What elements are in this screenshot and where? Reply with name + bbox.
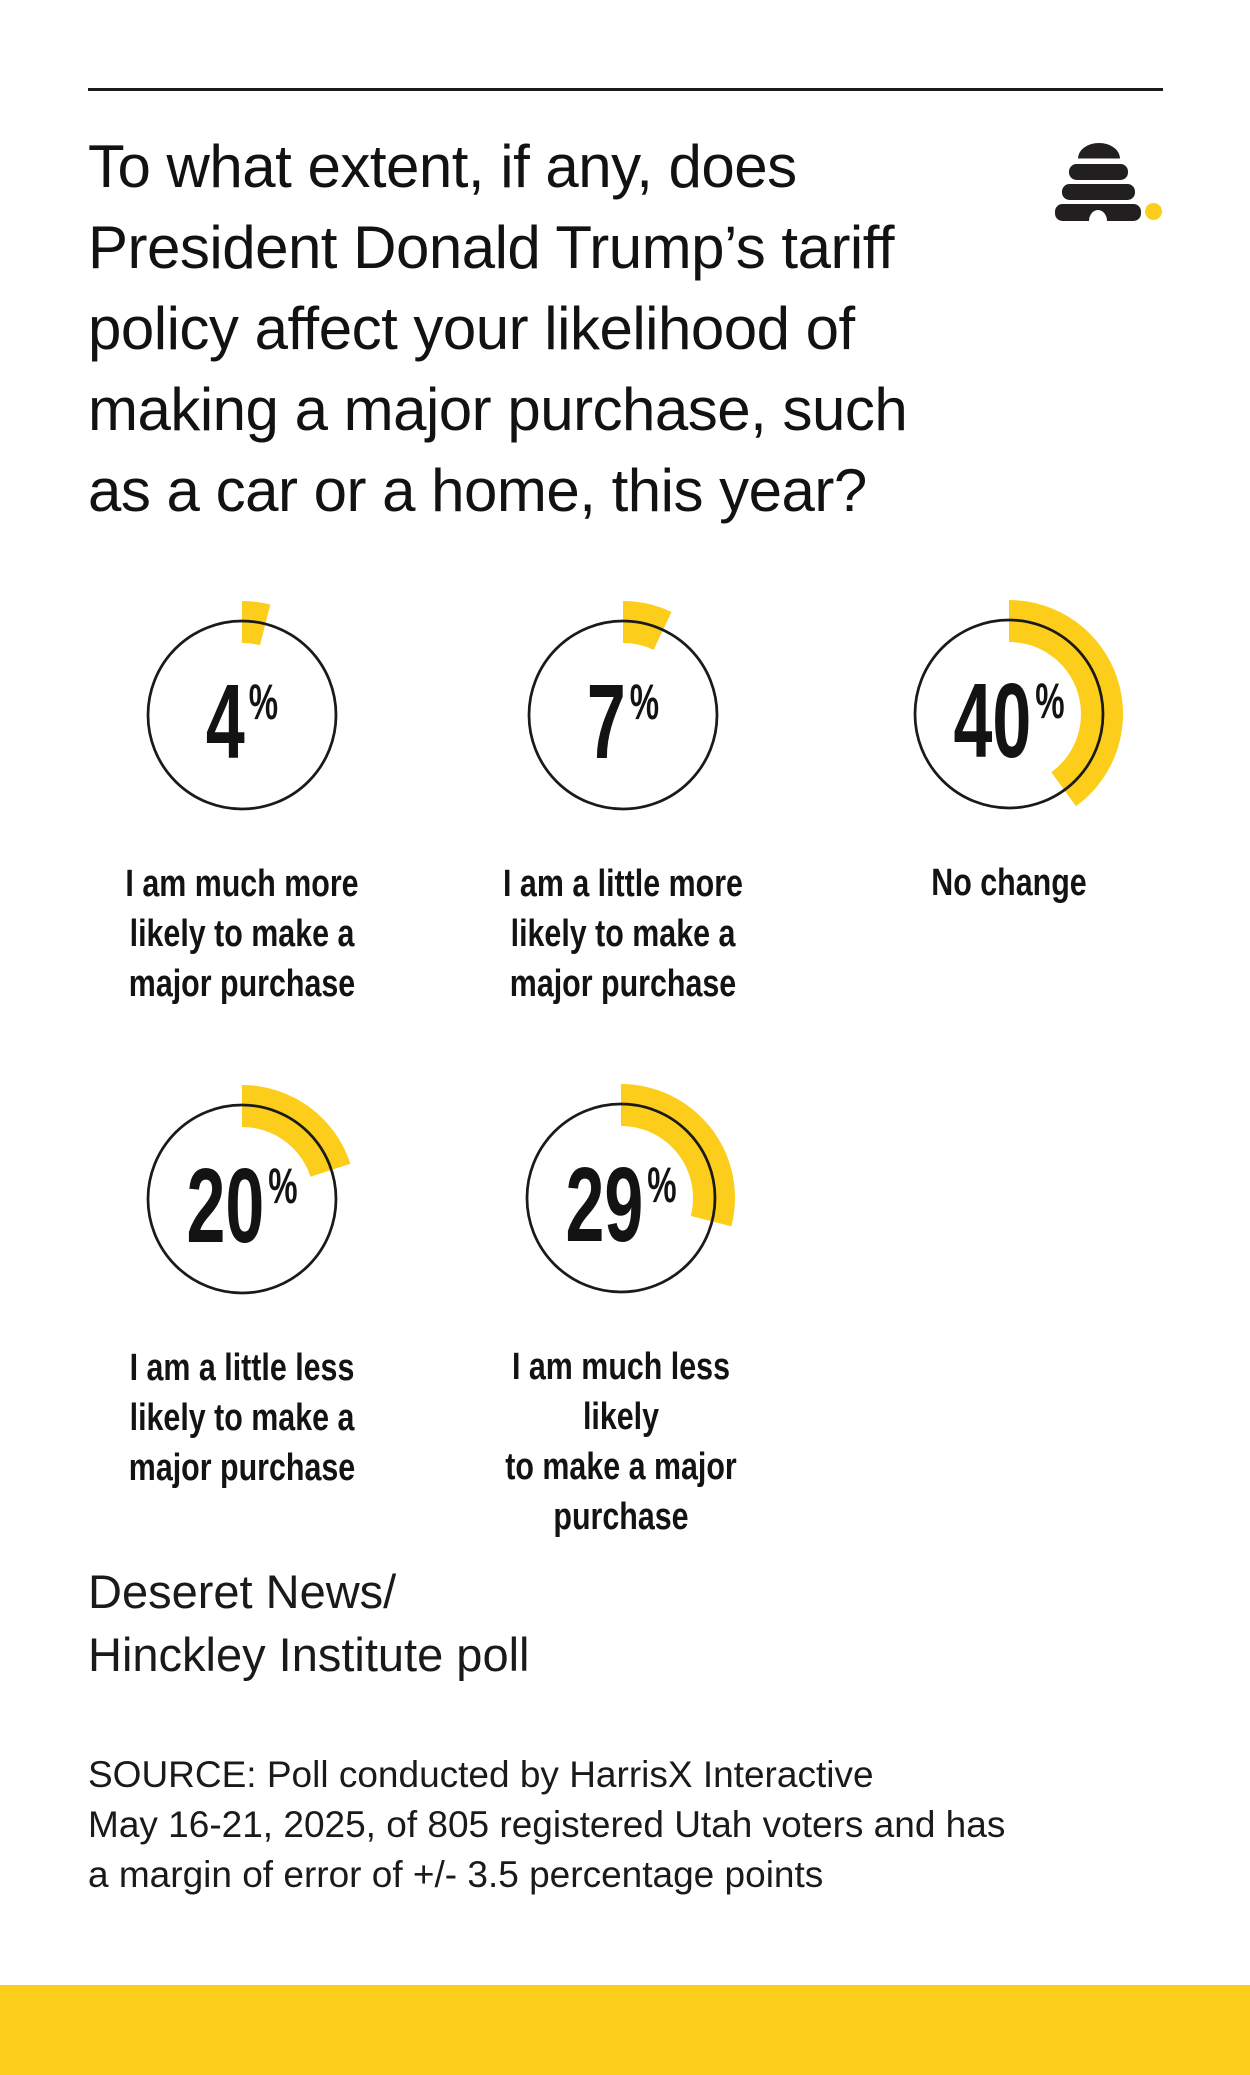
gauge-no-change: 40% No change	[879, 584, 1139, 904]
gauge-value: 40%	[953, 663, 1064, 781]
gauge-circle	[146, 1103, 338, 1295]
gauge-much-more-likely: 4% I am much more likely to make a major p…	[112, 585, 372, 1005]
attribution-line: Hinckley Institute poll	[88, 1628, 530, 1681]
gauge-label-line: likely to make a	[510, 913, 736, 955]
percent-sign: %	[249, 674, 278, 729]
gauge-label-line: I am a little more	[503, 863, 743, 905]
gauge-circle	[146, 619, 338, 811]
gauge-label-line: I am much less likely	[512, 1346, 730, 1438]
source-line: SOURCE: Poll conducted by HarrisX Intera…	[88, 1754, 874, 1795]
gauge-much-less-likely: 29% I am much less likely to make a major…	[491, 1068, 751, 1538]
gauge-circle	[527, 619, 719, 811]
title-line: President Donald Trump’s tariff	[88, 214, 895, 281]
bottom-accent-bar	[0, 1985, 1250, 2075]
gauge-value: 4%	[206, 664, 278, 782]
gauge-circle	[913, 618, 1105, 810]
gauge-label-line: purchase	[553, 1496, 689, 1538]
title-line: To what extent, if any, does	[88, 133, 797, 200]
gauge-value: 29%	[565, 1147, 676, 1265]
deseret-news-logo	[1053, 140, 1165, 227]
percent-sign: %	[647, 1157, 676, 1212]
source-note: SOURCE: Poll conducted by HarrisX Intera…	[88, 1750, 1005, 1900]
percent-sign: %	[630, 674, 659, 729]
gauge-label: I am much more likely to make a major purc…	[98, 859, 386, 1009]
gauge-label: I am a little more likely to make a major …	[479, 859, 767, 1009]
gauge-label-line: I am much more	[125, 863, 359, 905]
gauge-label-line: I am a little less	[129, 1347, 355, 1389]
gauge-arc	[621, 1084, 736, 1227]
title-line: policy affect your likelihood of	[88, 295, 855, 362]
gauge-label-line: major purchase	[128, 1447, 356, 1489]
gauge-value: 20%	[186, 1148, 297, 1266]
percent-sign: %	[1035, 673, 1064, 728]
attribution-line: Deseret News/	[88, 1565, 397, 1618]
gauge-label-line: No change	[931, 862, 1087, 904]
gauge-label-line: major purchase	[509, 963, 737, 1005]
gauge-label-line: likely to make a	[129, 1397, 355, 1439]
logo-yellow-dot	[1145, 203, 1162, 220]
top-rule	[88, 88, 1163, 91]
title-line: as a car or a home, this year?	[88, 457, 867, 524]
title-line: making a major purchase, such	[88, 376, 908, 443]
percent-sign: %	[268, 1158, 297, 1213]
poll-question-title: To what extent, if any, does President D…	[88, 126, 908, 531]
gauge-label-line: likely to make a	[129, 913, 355, 955]
gauge-label-line: to make a major	[505, 1446, 737, 1488]
gauge-label-line: major purchase	[128, 963, 356, 1005]
beehive-icon	[1055, 143, 1162, 221]
gauge-label: I am a little less likely to make a major …	[98, 1343, 386, 1493]
attribution: Deseret News/ Hinckley Institute poll	[88, 1560, 529, 1686]
gauge-circle	[525, 1102, 717, 1294]
gauge-little-less-likely: 20% I am a little less likely to make a ma…	[112, 1069, 372, 1489]
source-line: May 16-21, 2025, of 805 registered Utah …	[88, 1804, 1006, 1845]
gauge-little-more-likely: 7% I am a little more likely to make a maj…	[493, 585, 753, 1005]
gauge-label: No change	[865, 858, 1153, 908]
gauge-label: I am much less likely to make a major purc…	[477, 1342, 765, 1542]
source-line: a margin of error of +/- 3.5 percentage …	[88, 1854, 824, 1895]
gauge-value: 7%	[587, 664, 659, 782]
